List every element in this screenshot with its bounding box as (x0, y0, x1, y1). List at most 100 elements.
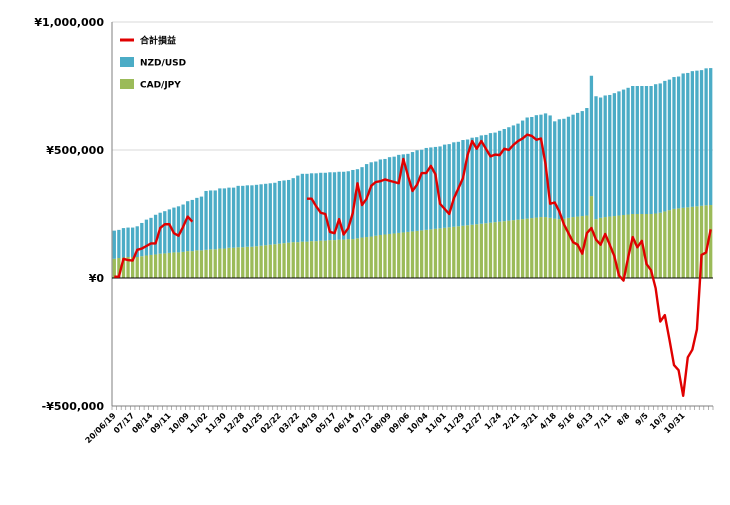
bar-cad-jpy (415, 230, 419, 278)
bar-cad-jpy (360, 237, 364, 278)
bar-nzd-usd (369, 162, 373, 237)
bar-nzd-usd (346, 171, 350, 240)
bar-nzd-usd (539, 114, 543, 218)
bar-cad-jpy (612, 216, 617, 278)
legend-label: NZD/USD (140, 59, 186, 69)
bar-cad-jpy (364, 237, 369, 278)
bar-cad-jpy (208, 249, 213, 278)
bar-cad-jpy (153, 254, 158, 278)
bar-cad-jpy (369, 236, 373, 278)
bar-cad-jpy (681, 207, 685, 278)
bar-nzd-usd (323, 172, 327, 241)
legend-swatch (120, 57, 134, 67)
bar-cad-jpy (236, 247, 240, 278)
bar-cad-jpy (498, 221, 502, 278)
bar-cad-jpy (456, 226, 461, 278)
bar-cad-jpy (695, 206, 699, 278)
bar-cad-jpy (424, 229, 428, 278)
x-tick-label: 7/11 (593, 411, 614, 432)
bar-cad-jpy (667, 210, 672, 278)
y-tick-label: ¥0 (89, 272, 105, 285)
bar-cad-jpy (530, 218, 534, 278)
bar-nzd-usd (654, 84, 658, 214)
bar-nzd-usd (259, 184, 263, 246)
bar-nzd-usd (328, 172, 332, 241)
bar-cad-jpy (663, 211, 667, 278)
bar-nzd-usd (580, 111, 584, 217)
bar-cad-jpy (204, 249, 208, 278)
bar-cad-jpy (213, 249, 217, 278)
bar-cad-jpy (199, 250, 204, 278)
bar-cad-jpy (245, 246, 249, 278)
bar-cad-jpy (241, 247, 245, 278)
bar-nzd-usd (571, 114, 575, 218)
bar-nzd-usd (520, 120, 525, 220)
bar-cad-jpy (548, 217, 552, 278)
bar-nzd-usd (208, 190, 213, 250)
bar-cad-jpy (516, 219, 520, 278)
bar-nzd-usd (612, 93, 617, 217)
bar-cad-jpy (589, 196, 594, 278)
bar-cad-jpy (553, 218, 557, 278)
bar-nzd-usd (195, 197, 199, 251)
bar-cad-jpy (479, 223, 483, 278)
bar-cad-jpy (676, 208, 681, 278)
bar-cad-jpy (190, 251, 194, 278)
bar-nzd-usd (433, 146, 438, 229)
bar-nzd-usd (566, 116, 571, 218)
bar-cad-jpy (562, 218, 566, 278)
bar-cad-jpy (355, 238, 360, 278)
bar-nzd-usd (447, 144, 451, 228)
bar-cad-jpy (704, 205, 708, 278)
bar-nzd-usd (291, 178, 295, 243)
bar-cad-jpy (410, 231, 415, 278)
bar-cad-jpy (598, 217, 603, 278)
x-tick-label: 5/16 (556, 411, 577, 432)
bar-cad-jpy (300, 241, 305, 278)
bar-nzd-usd (488, 133, 493, 223)
legend-swatch (120, 79, 134, 89)
bar-cad-jpy (566, 217, 571, 278)
bar-cad-jpy (690, 206, 694, 278)
bar-nzd-usd (452, 142, 456, 227)
bar-cad-jpy (259, 245, 263, 278)
bar-cad-jpy (543, 217, 548, 278)
bar-nzd-usd (199, 196, 204, 251)
bar-nzd-usd (553, 121, 557, 219)
legend-label: CAD/JPY (140, 81, 181, 91)
bar-nzd-usd (268, 183, 272, 245)
bar-nzd-usd (319, 172, 323, 241)
bar-cad-jpy (227, 247, 231, 278)
bar-cad-jpy (654, 213, 658, 278)
bar-nzd-usd (511, 125, 516, 221)
bar-cad-jpy (268, 244, 272, 278)
bar-nzd-usd (374, 161, 378, 236)
bar-cad-jpy (222, 248, 227, 278)
x-tick-label: 4/18 (538, 411, 559, 432)
bar-nzd-usd (309, 173, 314, 242)
bar-cad-jpy (383, 234, 387, 278)
bar-nzd-usd (236, 185, 240, 248)
bar-cad-jpy (273, 244, 277, 278)
bar-nzd-usd (149, 217, 153, 255)
bar-nzd-usd (594, 96, 598, 220)
bar-cad-jpy (475, 224, 479, 278)
bar-cad-jpy (594, 219, 598, 278)
bar-cad-jpy (452, 226, 456, 278)
bar-nzd-usd (213, 190, 217, 250)
bar-cad-jpy (291, 242, 295, 278)
bar-nzd-usd (130, 227, 135, 258)
bar-cad-jpy (493, 222, 497, 278)
series-line-total-pl (114, 215, 194, 278)
bar-nzd-usd (406, 153, 410, 232)
bar-cad-jpy (186, 251, 190, 278)
bar-nzd-usd (470, 137, 474, 225)
bar-cad-jpy (534, 217, 539, 278)
bar-nzd-usd (502, 129, 506, 222)
bar-nzd-usd (621, 89, 626, 216)
bar-cad-jpy (158, 253, 162, 278)
bar-nzd-usd (222, 188, 227, 249)
bar-cad-jpy (121, 257, 126, 278)
bar-cad-jpy (520, 219, 525, 278)
bar-nzd-usd (681, 73, 685, 208)
